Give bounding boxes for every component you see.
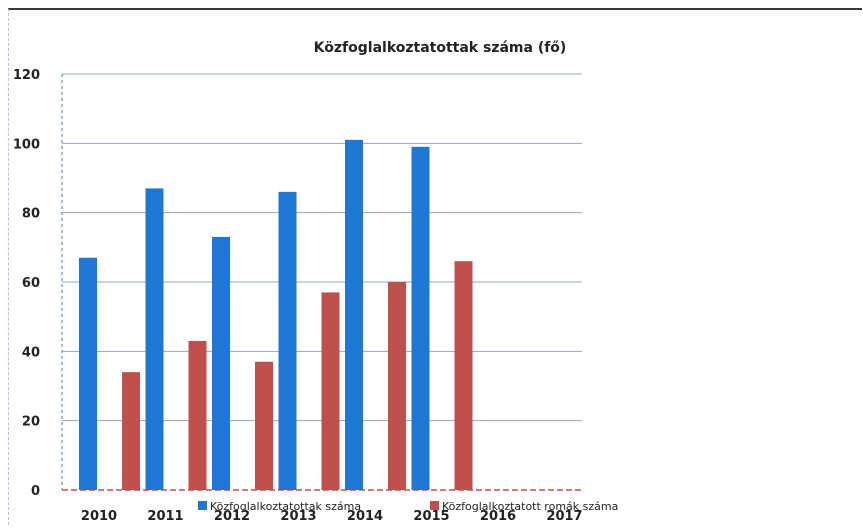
x-tick-label: 2013 bbox=[280, 509, 316, 524]
legend-label: Közfoglalkoztatott romák száma bbox=[442, 500, 618, 513]
x-tick-label: 2015 bbox=[413, 509, 449, 524]
legend: Közfoglalkoztatottak száma Közfoglalkozta… bbox=[198, 500, 618, 513]
x-tick-label: 2014 bbox=[347, 509, 383, 524]
bar bbox=[79, 257, 97, 490]
bar bbox=[212, 236, 230, 490]
y-tick-label: 40 bbox=[22, 345, 40, 360]
x-tick-labels: 2010 2011 2012 2013 2014 2015 2016 2017 bbox=[81, 509, 583, 524]
chart-title: Közfoglalkoztatottak száma (fő) bbox=[314, 40, 567, 56]
y-tick-label: 80 bbox=[22, 207, 40, 222]
bar bbox=[255, 361, 273, 490]
y-tick-label: 0 bbox=[31, 484, 40, 499]
bar bbox=[321, 292, 340, 490]
bar bbox=[411, 146, 430, 491]
y-tick-label: 20 bbox=[22, 415, 40, 430]
legend-swatch bbox=[430, 501, 439, 510]
bars bbox=[79, 139, 473, 491]
bar bbox=[345, 139, 363, 490]
bar bbox=[388, 282, 406, 490]
bar bbox=[122, 372, 140, 490]
legend-label: Közfoglalkoztatottak száma bbox=[210, 500, 361, 513]
y-tick-label: 100 bbox=[13, 137, 40, 152]
y-tick-label: 120 bbox=[13, 68, 40, 83]
chart-frame bbox=[8, 8, 862, 525]
y-tick-label: 60 bbox=[22, 276, 40, 291]
bar bbox=[454, 261, 473, 490]
x-tick-label: 2012 bbox=[214, 509, 250, 524]
bar bbox=[145, 188, 164, 490]
bar bbox=[188, 340, 207, 490]
x-tick-label: 2011 bbox=[147, 509, 183, 524]
axes: 0 20 40 60 80 100 120 bbox=[13, 68, 582, 499]
bar bbox=[278, 191, 297, 490]
x-tick-label: 2017 bbox=[546, 509, 582, 524]
x-tick-label: 2010 bbox=[81, 509, 117, 524]
legend-swatch bbox=[198, 501, 207, 510]
x-tick-label: 2016 bbox=[480, 509, 516, 524]
